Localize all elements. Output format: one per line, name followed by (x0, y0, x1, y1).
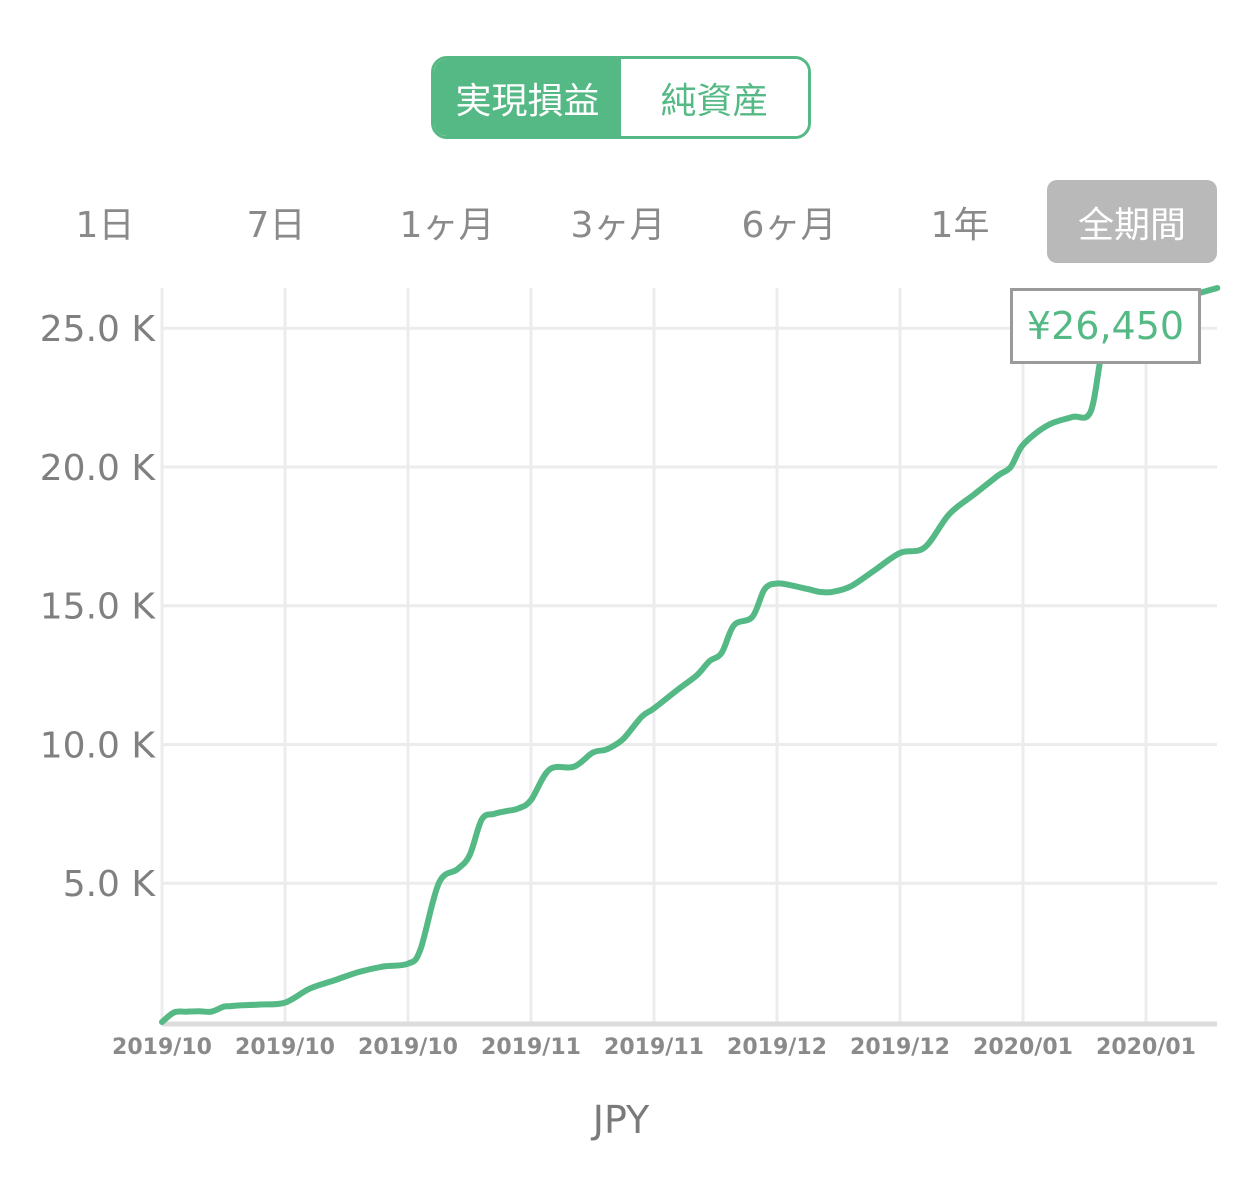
period-1m[interactable]: 1ヶ月 (399, 204, 495, 246)
period-1d[interactable]: 1日 (75, 204, 135, 246)
period-1y[interactable]: 1年 (930, 204, 990, 246)
x-tick-label: 2019/12 (850, 1035, 950, 1060)
x-tick-label: 2020/01 (973, 1035, 1073, 1060)
y-tick-label: 25.0 K (40, 309, 157, 350)
value-tooltip: ¥26,450 (1010, 288, 1201, 364)
x-tick-label: 2019/11 (481, 1035, 581, 1060)
period-3m[interactable]: 3ヶ月 (570, 204, 666, 246)
x-tick-label: 2019/10 (235, 1035, 335, 1060)
y-tick-label: 10.0 K (40, 725, 157, 766)
realized-pnl-tab[interactable]: 実現損益 (434, 59, 621, 136)
x-tick-label: 2019/10 (358, 1035, 458, 1060)
y-tick-label: 15.0 K (40, 587, 157, 628)
period-7d[interactable]: 7日 (246, 204, 306, 246)
y-tick-label: 5.0 K (63, 864, 157, 905)
x-tick-label: 2019/10 (112, 1035, 212, 1060)
series-line (159, 285, 1221, 1025)
period-all[interactable]: 全期間 (1047, 180, 1217, 263)
pnl-mode-toggle: 実現損益 純資産 (431, 56, 811, 139)
net-worth-tab[interactable]: 純資産 (621, 59, 808, 136)
x-tick-label: 2019/11 (604, 1035, 704, 1060)
period-selector: 1日 7日 1ヶ月 3ヶ月 6ヶ月 1年 全期間 (20, 180, 1220, 263)
currency-unit-label: JPY (592, 1098, 650, 1142)
y-tick-label: 20.0 K (40, 448, 157, 489)
x-tick-label: 2020/01 (1096, 1035, 1196, 1060)
x-tick-label: 2019/12 (727, 1035, 827, 1060)
period-6m[interactable]: 6ヶ月 (741, 204, 837, 246)
